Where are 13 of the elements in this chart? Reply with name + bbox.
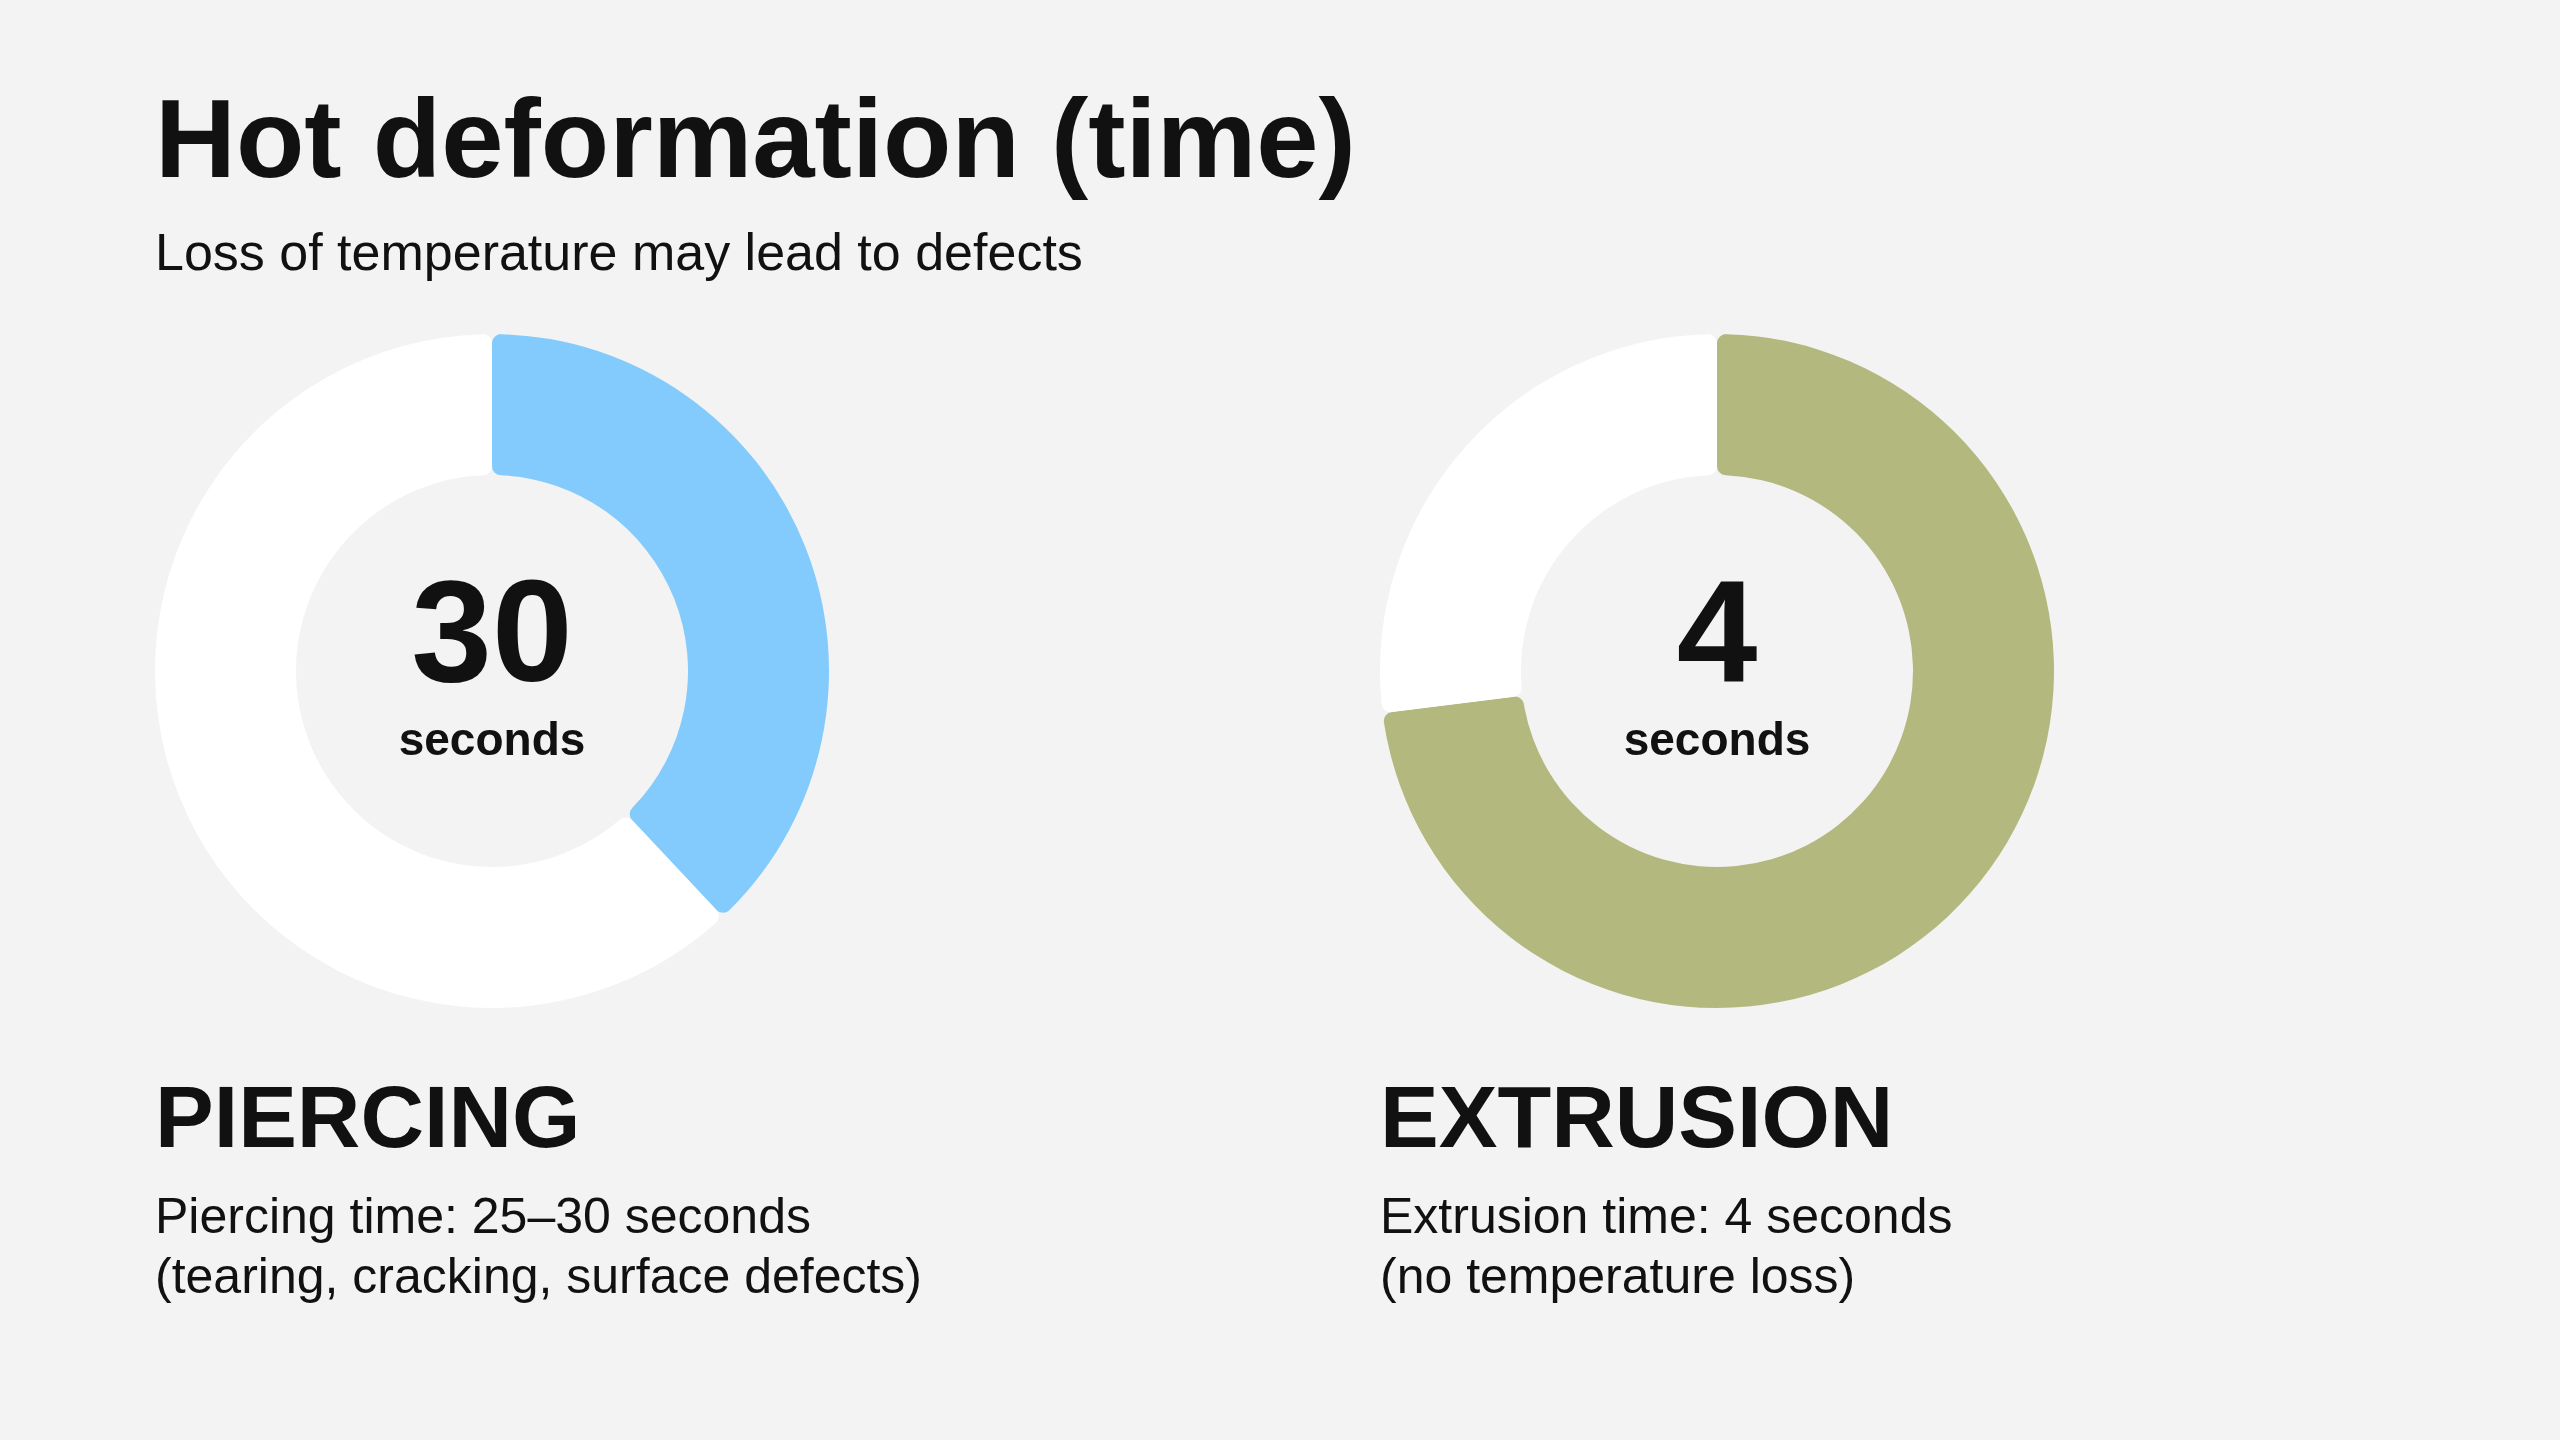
text: seconds xyxy=(1623,713,1811,765)
text: (no temperature loss) xyxy=(1380,1248,1856,1304)
chart-subtitle: Loss of temperature may lead to defects xyxy=(155,223,1083,281)
text: PIERCING xyxy=(155,1067,581,1166)
text: seconds xyxy=(398,713,586,765)
text: EXTRUSION xyxy=(1380,1067,1894,1166)
donut-slice xyxy=(1383,334,2054,1008)
text: 30 xyxy=(411,550,573,712)
text: Extrusion time: 4 seconds xyxy=(1380,1188,1953,1244)
text: 4 xyxy=(1676,550,1758,712)
chart-title: Hot deformation (time) xyxy=(155,76,1356,201)
text: (tearing, cracking, surface defects) xyxy=(155,1248,922,1304)
text: Piercing time: 25–30 seconds xyxy=(155,1188,811,1244)
